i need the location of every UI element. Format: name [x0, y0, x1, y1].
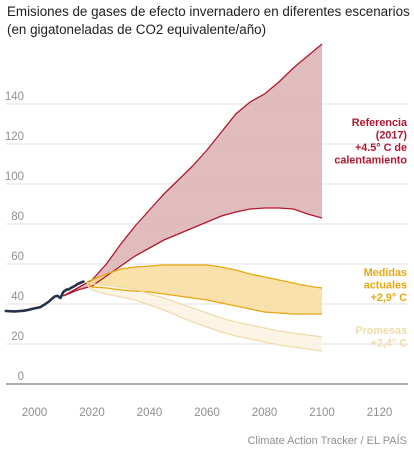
promesas-label-line: Promesas	[355, 325, 407, 337]
referencia-upper-line	[62, 43, 323, 297]
scenario-lines	[62, 43, 323, 352]
historical-series	[4, 280, 85, 313]
y-axis-ticks: 0 20 40 60 80 100 120 140	[5, 91, 24, 383]
referencia-label: Referencia (2017) +4.5° C de calentamiento	[334, 117, 408, 167]
promesas-lower-line	[85, 283, 323, 352]
x-axis-ticks: 2000 2020 2040 2060 2080 2100 2120	[22, 407, 393, 419]
y-tick-label-80: 80	[11, 211, 24, 223]
medidas-lower-line	[85, 281, 322, 315]
medidas-upper-line	[86, 264, 323, 289]
x-tick-label-2080: 2080	[252, 407, 278, 419]
promesas-band	[86, 282, 322, 351]
y-tick-label-120: 120	[5, 131, 24, 143]
historical-line	[4, 280, 85, 313]
referencia-label-line: +4.5° C de	[355, 142, 407, 154]
medidas-label-line: Medidas	[364, 267, 407, 279]
y-tick-label-40: 40	[11, 291, 24, 303]
y-tick-label-0: 0	[18, 371, 24, 383]
x-tick-label-2020: 2020	[79, 407, 105, 419]
y-tick-label-140: 140	[5, 91, 24, 103]
medidas-label: Medidas actuales +2,9° C	[364, 267, 407, 304]
y-tick-label-20: 20	[11, 331, 24, 343]
referencia-label-line: Referencia	[352, 117, 408, 129]
y-tick-label-100: 100	[5, 171, 24, 183]
chart-title: Emisiones de gases de efecto invernadero…	[7, 4, 410, 37]
referencia-band	[63, 44, 323, 296]
source-credit: Climate Action Tracker / EL PAÍS	[247, 435, 407, 447]
medidas-label-line: +2,9° C	[371, 292, 408, 304]
scenario-areas	[63, 44, 323, 351]
series-labels: Referencia (2017) +4.5° C de calentamiento M…	[334, 117, 408, 350]
medidas-label-line: actuales	[364, 280, 407, 292]
x-tick-label-2060: 2060	[194, 407, 220, 419]
x-tick-label-2120: 2120	[367, 407, 393, 419]
y-tick-label-60: 60	[11, 251, 24, 263]
referencia-lower-line	[63, 207, 323, 297]
promesas-label-line: +2,4° C	[371, 338, 408, 350]
x-tick-label-2000: 2000	[22, 407, 48, 419]
x-tick-label-2100: 2100	[309, 407, 335, 419]
referencia-label-line: (2017)	[376, 130, 408, 142]
promesas-upper-line	[86, 281, 323, 338]
gridlines	[6, 103, 408, 345]
x-tick-label-2040: 2040	[137, 407, 163, 419]
referencia-label-line: calentamiento	[334, 155, 407, 167]
promesas-label: Promesas +2,4° C	[355, 325, 407, 350]
